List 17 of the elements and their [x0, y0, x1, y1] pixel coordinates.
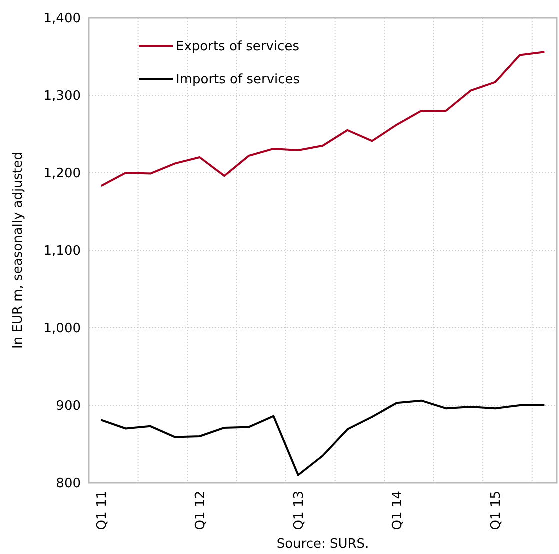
x-tick-label: Q1 14 [390, 491, 406, 530]
x-tick-label: Q1 15 [488, 491, 504, 530]
line-series [100, 400, 546, 476]
x-tick-label: Q1 12 [193, 491, 208, 530]
y-tick-label: 1,400 [44, 12, 81, 27]
y-tick-label: 1,100 [44, 244, 81, 260]
legend-label: Imports of services [176, 72, 300, 88]
y-tick-label: 900 [56, 399, 81, 414]
y-tick-label: 800 [56, 476, 81, 492]
x-tick-label: Q1 13 [292, 491, 307, 530]
legend-label: Exports of services [176, 40, 300, 55]
y-tick-label: 1,300 [44, 89, 81, 104]
x-tick-label: Q1 11 [94, 491, 110, 530]
y-tick-label: 1,200 [44, 166, 81, 182]
source-note: Source: SURS. [276, 537, 370, 552]
y-axis-title: In EUR m, seasonally adjusted [11, 152, 26, 349]
y-tick-label: 1,000 [44, 322, 81, 337]
